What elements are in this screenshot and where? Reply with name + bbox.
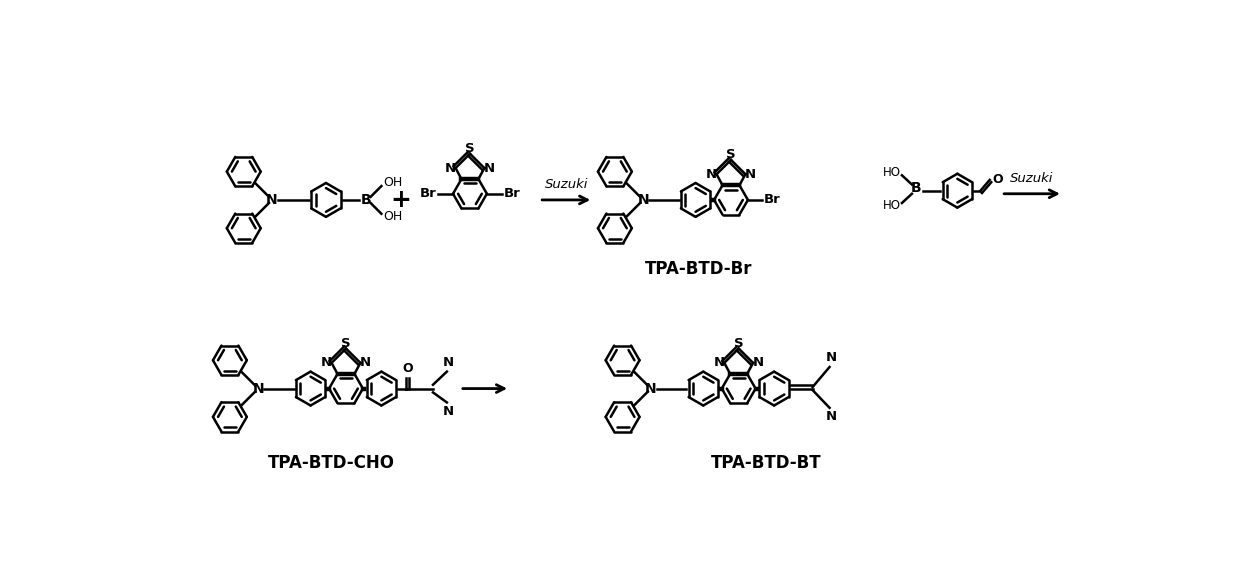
Text: TPA-BTD-CHO: TPA-BTD-CHO — [268, 454, 394, 472]
Text: Suzuki: Suzuki — [1011, 172, 1054, 185]
Text: N: N — [713, 356, 724, 369]
Text: S: S — [734, 337, 744, 350]
Text: N: N — [706, 168, 717, 181]
Text: HO: HO — [883, 166, 900, 179]
Text: OH: OH — [383, 211, 402, 223]
Text: B: B — [910, 181, 921, 195]
Text: +: + — [391, 188, 412, 212]
Text: N: N — [637, 193, 649, 207]
Text: N: N — [321, 356, 332, 369]
Text: O: O — [402, 362, 413, 376]
Text: S: S — [341, 337, 351, 350]
Text: OH: OH — [383, 176, 402, 189]
Text: Br: Br — [764, 193, 780, 206]
Text: HO: HO — [883, 199, 900, 212]
Text: Br: Br — [503, 187, 521, 201]
Text: N: N — [360, 356, 371, 369]
Text: N: N — [645, 382, 657, 396]
Text: N: N — [826, 410, 837, 423]
Text: TPA-BTD-Br: TPA-BTD-Br — [645, 260, 753, 278]
Text: N: N — [484, 162, 495, 175]
Text: N: N — [443, 356, 454, 369]
Text: N: N — [753, 356, 764, 369]
Text: Br: Br — [419, 187, 436, 201]
Text: S: S — [465, 142, 475, 155]
Text: B: B — [361, 193, 371, 207]
Text: N: N — [826, 351, 837, 364]
Text: N: N — [445, 162, 456, 175]
Text: N: N — [443, 405, 454, 417]
Text: Suzuki: Suzuki — [544, 178, 588, 191]
Text: TPA-BTD-BT: TPA-BTD-BT — [711, 454, 822, 472]
Text: O: O — [993, 173, 1003, 186]
Text: N: N — [745, 168, 756, 181]
Text: N: N — [253, 382, 264, 396]
Text: N: N — [267, 193, 278, 207]
Text: S: S — [727, 148, 735, 161]
